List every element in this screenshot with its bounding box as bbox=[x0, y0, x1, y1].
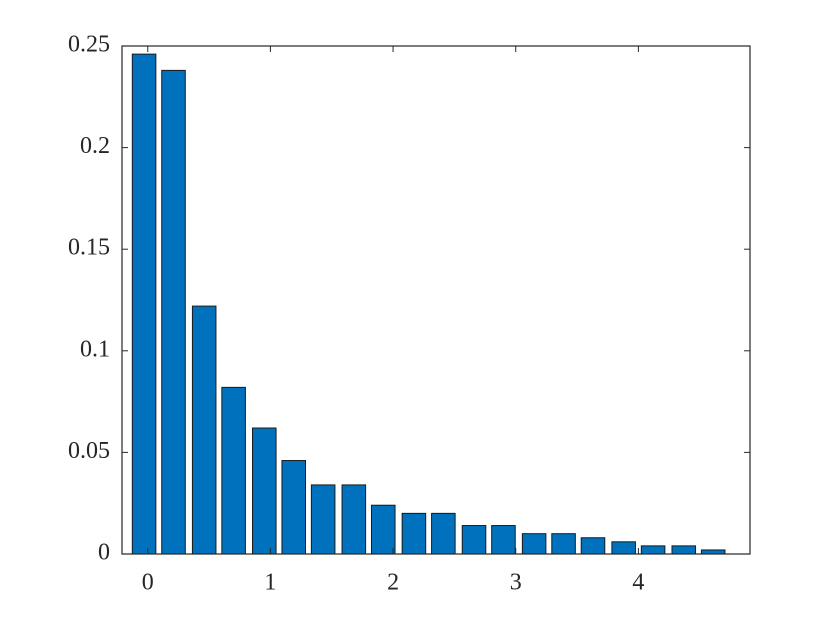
y-tick-label: 0.25 bbox=[68, 32, 110, 58]
x-tick-label: 4 bbox=[632, 570, 644, 596]
bar bbox=[341, 484, 367, 555]
bar bbox=[611, 541, 636, 555]
bar bbox=[370, 504, 396, 555]
bar bbox=[521, 533, 547, 555]
bar bbox=[191, 305, 217, 555]
bar bbox=[131, 53, 157, 555]
bar bbox=[671, 545, 697, 555]
bar bbox=[551, 533, 576, 555]
axes-box bbox=[121, 45, 751, 555]
bar bbox=[431, 512, 456, 555]
bar bbox=[461, 525, 487, 555]
y-tick-label: 0.15 bbox=[68, 235, 110, 261]
x-tick-label: 1 bbox=[264, 570, 276, 596]
y-tick-label: 0.2 bbox=[80, 133, 110, 159]
y-tick-label: 0.1 bbox=[80, 336, 110, 362]
y-tick-label: 0 bbox=[98, 540, 110, 566]
bar bbox=[640, 545, 666, 555]
bar bbox=[252, 427, 277, 555]
bar bbox=[491, 525, 516, 555]
bar bbox=[221, 386, 246, 555]
bar bbox=[580, 537, 606, 555]
x-tick-label: 3 bbox=[510, 570, 522, 596]
y-tick-label: 0.05 bbox=[68, 438, 110, 464]
bar bbox=[281, 460, 306, 555]
bar bbox=[310, 484, 336, 555]
bar bbox=[700, 549, 726, 555]
bar bbox=[401, 512, 427, 555]
bar bbox=[161, 69, 186, 555]
x-tick-label: 2 bbox=[387, 570, 399, 596]
x-tick-label: 0 bbox=[142, 570, 154, 596]
